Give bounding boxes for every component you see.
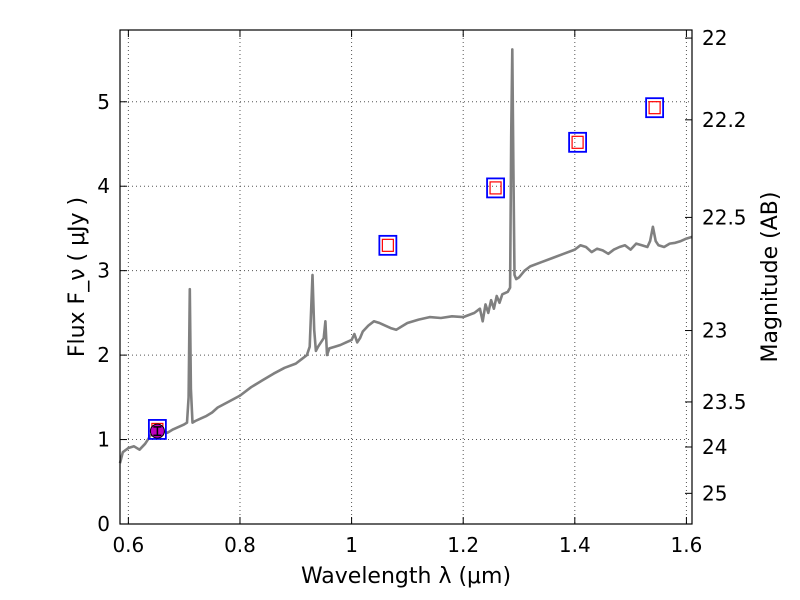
photometry-inner-box [489,181,502,195]
x-tick-label: 0.6 [112,533,144,557]
measured-series [149,423,165,439]
plot-frame [119,29,693,525]
y-tick-label: 2 [97,343,110,367]
x-tick-label: 0.8 [224,533,256,557]
x-tick-label: 1.4 [559,533,591,557]
y-tick-label: 3 [97,259,110,283]
spectrum-series [118,48,693,464]
right-tick-label: 22 [702,26,727,50]
photometry-series [147,97,665,440]
right-tick-label: 24 [702,435,727,459]
right-tick-label: 23.5 [702,390,747,414]
photometry-box [568,131,587,153]
y-tick-label: 4 [97,174,110,198]
x-axis-title: Wavelength λ (μm) [301,564,511,589]
photometry-box [147,419,167,440]
x-tick-label: 1.6 [671,533,703,557]
x-tick-label: 1.2 [447,533,479,557]
photometry-box [645,97,665,119]
axis-ticks: 0.6 0.8 1 1.2 1.4 1.60123452222.222.52323.524… [97,26,746,557]
y-tick-label: 5 [97,90,110,114]
grid-lines [120,30,692,525]
photometry-inner-box [648,101,661,115]
photometry-box [378,234,398,256]
right-tick-label: 25 [702,481,727,505]
right-tick-label: 22.5 [702,205,747,229]
photometry-inner-box [571,135,584,149]
right-axis-title: Magnitude (AB) [758,192,783,363]
y-tick-label: 1 [97,428,110,452]
y-tick-label: 0 [97,512,110,536]
y-axis-title: Flux F_ν ( μJy ) [65,197,90,357]
right-tick-label: 22.2 [702,108,747,132]
photometry-inner-box [381,238,394,252]
x-tick-label: 1 [345,533,358,557]
spectrum-line [118,48,693,464]
right-tick-label: 23 [702,319,727,343]
photometry-box [486,177,505,199]
